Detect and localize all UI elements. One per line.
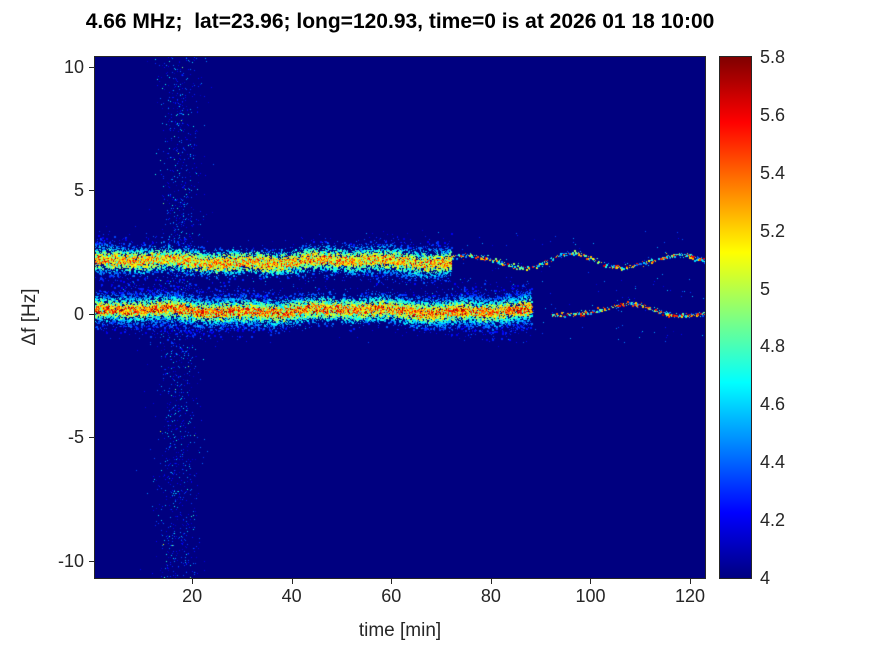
y-axis-label: Δf [Hz] xyxy=(19,288,40,346)
colorbar-tick-label: 5.8 xyxy=(760,47,786,67)
y-tick-mark xyxy=(89,313,94,315)
y-tick-mark xyxy=(89,190,94,192)
colorbar-tick-label: 5 xyxy=(760,278,771,299)
x-axis-label: time [min] xyxy=(358,620,442,641)
x-tick-mark xyxy=(590,579,592,584)
x-tick-mark xyxy=(490,579,492,584)
y-tick-label: 10 xyxy=(63,56,84,77)
x-tick-label: 40 xyxy=(281,586,302,606)
x-tick-label: 20 xyxy=(182,586,203,606)
plot-area xyxy=(94,56,706,579)
heatmap-canvas xyxy=(95,57,705,578)
colorbar xyxy=(719,56,752,579)
colorbar-tick-label: 4.2 xyxy=(760,510,786,531)
x-tick-label: 60 xyxy=(381,586,402,606)
y-tick-mark xyxy=(89,437,94,439)
x-tick-mark xyxy=(391,579,393,584)
colorbar-tick-label: 5.6 xyxy=(760,104,786,125)
chart-title: 4.66 MHz; lat=23.96; long=120.93, time=0… xyxy=(85,10,715,33)
y-tick-label: -10 xyxy=(57,550,84,571)
colorbar-tick-label: 4 xyxy=(760,568,771,588)
x-tick-mark xyxy=(291,579,293,584)
x-tick-label: 100 xyxy=(575,586,606,606)
y-tick-mark xyxy=(89,66,94,68)
colorbar-tick-label: 4.4 xyxy=(760,452,786,473)
colorbar-tick-label: 5.2 xyxy=(760,220,786,241)
x-tick-mark xyxy=(192,579,194,584)
x-tick-mark xyxy=(690,579,692,584)
colorbar-tick-label: 4.8 xyxy=(760,336,786,357)
colorbar-tick-label: 5.4 xyxy=(760,162,786,183)
x-tick-label: 120 xyxy=(675,586,706,606)
y-tick-label: 0 xyxy=(73,303,84,324)
y-tick-label: -5 xyxy=(67,427,84,448)
y-tick-label: 5 xyxy=(73,180,84,201)
x-tick-label: 80 xyxy=(480,586,501,606)
y-tick-mark xyxy=(89,560,94,562)
colorbar-tick-label: 4.6 xyxy=(760,394,786,415)
